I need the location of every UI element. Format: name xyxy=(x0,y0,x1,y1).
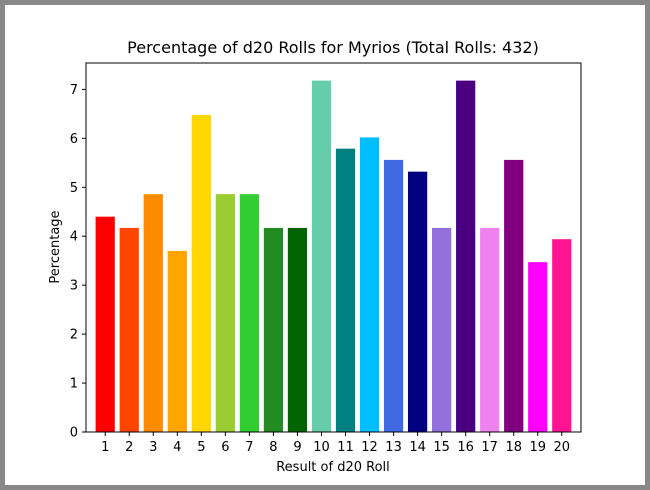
bar-2 xyxy=(119,227,139,432)
bar-chart: Percentage of d20 Rolls for Myrios (Tota… xyxy=(48,38,582,475)
y-tick-label: 7 xyxy=(70,83,78,98)
x-tick-label: 9 xyxy=(293,440,301,455)
x-tick-label: 5 xyxy=(197,440,205,455)
x-tick-label: 17 xyxy=(481,440,498,455)
x-tick-label: 11 xyxy=(337,440,354,455)
y-tick-label: 3 xyxy=(70,279,78,294)
x-tick-label: 15 xyxy=(433,440,450,455)
bar-3 xyxy=(143,194,163,432)
bar-11 xyxy=(335,148,356,432)
figure-canvas: Percentage of d20 Rolls for Myrios (Tota… xyxy=(5,5,645,485)
x-tick-label: 18 xyxy=(505,440,522,455)
bar-18 xyxy=(504,159,524,432)
y-tick-label: 5 xyxy=(70,181,78,196)
x-axis-label: Result of d20 Roll xyxy=(276,460,390,475)
bar-7 xyxy=(239,194,260,432)
bar-13 xyxy=(383,159,404,432)
bar-12 xyxy=(359,137,380,432)
x-tick-label: 14 xyxy=(409,440,426,455)
y-tick-label: 6 xyxy=(70,132,78,147)
y-axis: 0 1 2 3 4 5 6 7 xyxy=(70,83,86,441)
x-tick-label: 2 xyxy=(125,440,133,455)
bar-15 xyxy=(432,227,452,432)
bar-9 xyxy=(287,227,308,432)
x-tick-label: 20 xyxy=(554,440,571,455)
y-axis-label: Percentage xyxy=(48,210,63,283)
x-tick-label: 3 xyxy=(149,440,157,455)
bar-16 xyxy=(456,80,476,432)
x-tick-label: 16 xyxy=(457,440,474,455)
x-tick-label: 13 xyxy=(385,440,402,455)
bar-10 xyxy=(311,80,332,432)
x-tick-label: 12 xyxy=(361,440,378,455)
bar-4 xyxy=(167,250,187,432)
x-tick-label: 4 xyxy=(173,440,181,455)
x-tick-label: 1 xyxy=(101,440,109,455)
bar-19 xyxy=(528,262,548,432)
bar-1 xyxy=(95,216,115,432)
x-tick-label: 19 xyxy=(529,440,546,455)
bar-14 xyxy=(407,171,428,432)
x-tick-label: 10 xyxy=(313,440,330,455)
bars-group xyxy=(95,80,572,432)
bar-8 xyxy=(263,227,284,432)
plot-area-frame xyxy=(85,62,582,433)
y-tick-label: 2 xyxy=(70,328,78,343)
x-tick-label: 8 xyxy=(269,440,277,455)
x-tick-label: 7 xyxy=(245,440,253,455)
y-tick-label: 4 xyxy=(70,230,78,245)
bar-20 xyxy=(552,239,572,432)
x-tick-label: 6 xyxy=(221,440,229,455)
bar-5 xyxy=(191,114,211,432)
y-tick-label: 0 xyxy=(70,426,78,441)
bar-6 xyxy=(215,194,235,432)
x-axis: 1 2 3 4 5 6 7 8 9 10 11 12 13 14 15 16 17 18 19 20 xyxy=(101,432,570,455)
y-tick-label: 1 xyxy=(70,377,78,392)
bar-17 xyxy=(480,227,500,432)
chart-title: Percentage of d20 Rolls for Myrios (Tota… xyxy=(127,38,539,57)
